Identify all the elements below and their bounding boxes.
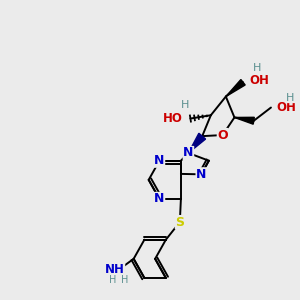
Text: OH: OH	[277, 101, 297, 114]
Text: H: H	[286, 92, 295, 103]
Text: H: H	[253, 63, 261, 73]
Text: NH: NH	[105, 263, 124, 276]
Text: N: N	[196, 168, 206, 181]
Text: H: H	[181, 100, 190, 110]
Text: H: H	[121, 275, 128, 285]
Text: O: O	[217, 128, 228, 142]
Polygon shape	[188, 133, 206, 153]
Text: N: N	[154, 193, 165, 206]
Text: HO: HO	[163, 112, 183, 125]
Text: H: H	[109, 275, 116, 285]
Text: N: N	[183, 146, 194, 160]
Text: OH: OH	[249, 74, 269, 87]
Polygon shape	[226, 80, 245, 97]
Text: S: S	[175, 216, 184, 229]
Text: N: N	[154, 154, 165, 167]
Polygon shape	[234, 117, 254, 124]
